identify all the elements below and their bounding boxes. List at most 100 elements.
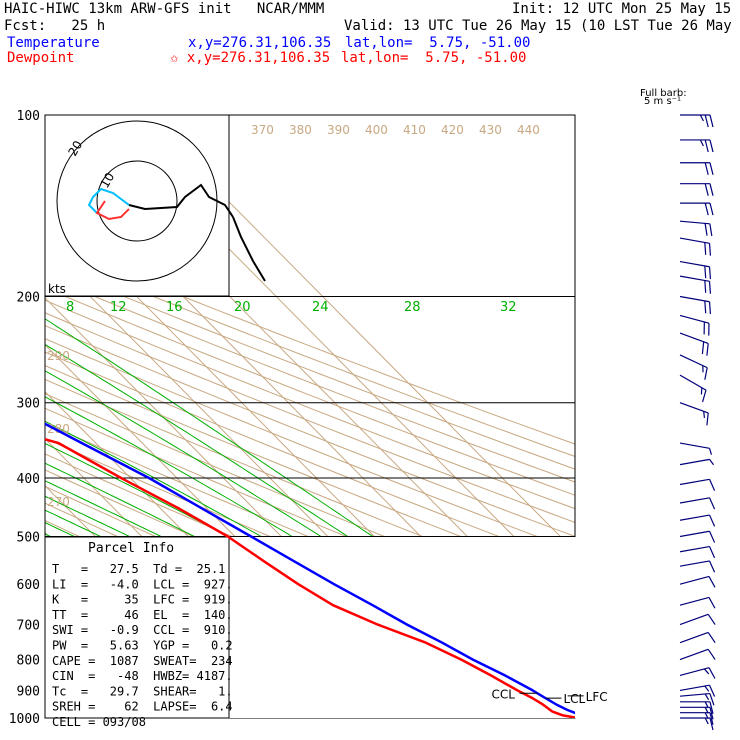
valid-time: Valid: 13 UTC Tue 26 May 15 (10 LST Tue …	[344, 18, 740, 34]
theta-label: 390	[327, 123, 350, 137]
temperature-xy: x,y=276.31,106.35	[188, 35, 332, 51]
wind-barb	[679, 684, 716, 697]
level-marker-ccl: CCL	[491, 687, 515, 701]
temperature-latlon: lat,lon= 5.75, -51.00	[345, 35, 531, 51]
hodograph-frame	[44, 114, 230, 297]
theta-e-label: 12	[110, 300, 127, 315]
parcel-info-row: LI = -4.0 LCL = 927.	[52, 577, 233, 591]
parcel-info-row: SREH = 62 LAPSE= 6.4	[52, 700, 233, 714]
wind-barb	[679, 514, 716, 527]
hodograph-trace	[128, 183, 234, 218]
dry-adiabat	[45, 251, 575, 457]
hodograph-ring-label: 20	[65, 138, 85, 158]
parcel-info-title: Parcel Info	[88, 541, 174, 556]
level-marker-lfc: LFC	[586, 690, 608, 704]
hodograph: 10 20 kts	[44, 114, 266, 297]
wind-barb	[679, 442, 713, 455]
wind-barb	[679, 354, 708, 380]
wind-barb	[679, 220, 713, 237]
parcel-info-row: T = 27.5 Td = 25.1	[52, 562, 225, 576]
theta-label: 290	[47, 349, 70, 363]
wind-barb	[679, 402, 709, 426]
theta-label: 430	[479, 123, 502, 137]
hodograph-ring-10	[96, 160, 178, 242]
parcel-info: Parcel Info T = 27.5 Td = 25.1LI = -4.0 L…	[44, 536, 614, 729]
parcel-info-row: CIN = -48 HWBZ= 4187.	[52, 669, 233, 683]
pressure-tick-label: 600	[17, 578, 40, 593]
wind-barb	[680, 183, 714, 196]
wind-barb	[679, 545, 716, 559]
theta-label: 440	[517, 123, 540, 137]
dry-adiabat	[45, 312, 575, 523]
wind-barb	[679, 497, 716, 510]
parcel-info-row: PW = 5.63 YGP = 0.2	[52, 639, 233, 653]
temperature-trace	[45, 422, 575, 715]
theta-label: 370	[251, 123, 274, 137]
wind-barb	[680, 717, 714, 731]
pressure-tick-label: 900	[17, 684, 40, 699]
level-marker-lcl: LCL	[563, 692, 585, 706]
parcel-info-row: TT = 46 EL = 140.	[52, 608, 233, 622]
parcel-info-row: CAPE = 1087 SWEAT= 234	[52, 654, 233, 668]
parcel-info-row: SWI = -0.9 CCL = 910.	[52, 623, 233, 637]
theta-label: 380	[289, 123, 312, 137]
wind-barbs: Full barb:5 m s⁻¹	[640, 88, 716, 731]
pressure-tick-label: 800	[17, 654, 40, 669]
dewpoint-latlon: lat,lon= 5.75, -51.00	[341, 50, 527, 66]
pressure-tick-label: 700	[17, 619, 40, 634]
theta-e-label: 20	[234, 300, 251, 315]
hodograph-trace-low	[95, 200, 130, 221]
wind-barb	[679, 530, 716, 543]
chart-title: HAIC-HIWC 13km ARW-GFS init NCAR/MMM	[4, 1, 325, 17]
parcel-info-frame	[44, 536, 230, 719]
wind-barb	[679, 648, 716, 661]
dry-adiabat	[45, 240, 575, 445]
dewpoint-trace	[45, 437, 575, 718]
theta-e-label: 24	[312, 300, 329, 315]
wind-barb	[679, 478, 716, 491]
theta-e-label: 28	[404, 300, 421, 315]
dry-adiabat	[45, 325, 575, 537]
wind-barb	[680, 202, 714, 216]
theta-label: 420	[441, 123, 464, 137]
theta-label: 410	[403, 123, 426, 137]
wind-barb	[679, 260, 712, 280]
dry-adiabat	[45, 338, 575, 552]
pressure-tick-label: 400	[17, 472, 40, 487]
dry-adiabat	[45, 287, 575, 496]
wind-barb	[679, 575, 716, 588]
wind-barb	[679, 374, 707, 403]
wind-barb	[679, 237, 712, 256]
theta-label: 270	[47, 495, 70, 509]
wind-barb	[679, 667, 716, 679]
wind-barb	[679, 560, 716, 573]
temperature-legend: Temperature	[7, 35, 100, 51]
wind-barb	[679, 458, 715, 466]
wind-barb	[679, 631, 716, 644]
dewpoint-legend: Dewpoint	[7, 50, 75, 66]
parcel-info-row: K = 35 LFC = 919.	[52, 593, 233, 607]
dry-adiabat	[45, 263, 575, 470]
pressure-tick-label: 200	[17, 291, 40, 306]
isotherm	[0, 115, 9, 731]
pressure-tick-label: 100	[17, 109, 40, 124]
forecast-hour: Fcst: 25 h	[4, 18, 106, 34]
theta-e-label: 32	[500, 300, 517, 315]
wind-barb	[679, 596, 716, 609]
parcel-info-row: Tc = 29.7 SHEAR= 1.	[52, 684, 233, 698]
init-time: Init: 12 UTC Mon 25 May 15	[512, 1, 732, 17]
dry-adiabat	[45, 299, 575, 510]
wind-barb	[679, 295, 712, 315]
dry-adiabat	[45, 275, 575, 483]
wind-barb	[679, 275, 712, 294]
dry-adiabat	[45, 351, 575, 566]
wind-barb	[679, 314, 710, 336]
hodograph-trace-upper	[87, 187, 130, 214]
wind-barb	[679, 692, 715, 706]
wind-barb	[680, 162, 714, 175]
hodograph-units: kts	[48, 282, 66, 296]
wind-barb	[680, 114, 714, 128]
pressure-tick-label: 500	[17, 530, 40, 545]
wind-barb	[679, 332, 709, 356]
